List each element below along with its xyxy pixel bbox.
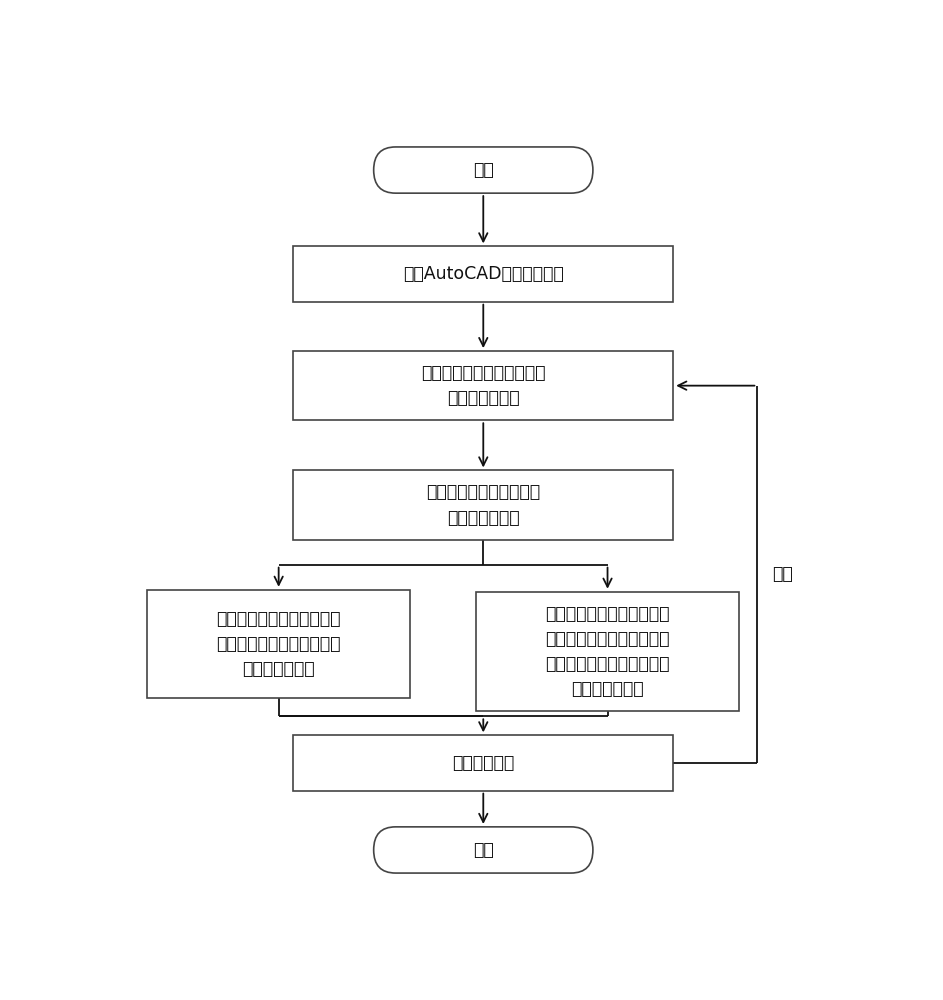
Text: 开始: 开始	[472, 161, 494, 179]
Text: 绘制明细表表头直线，填充
表头内文本内容: 绘制明细表表头直线，填充 表头内文本内容	[421, 364, 546, 407]
Text: 获取明细表表格右下角插入
点坐标，切换表格至标题栏
左侧，绘制表格线条并填充
表格内文字内容: 获取明细表表格右下角插入 点坐标，切换表格至标题栏 左侧，绘制表格线条并填充 表…	[545, 605, 670, 698]
Text: 获取明细表表格左下角插入
点坐标，绘制表格线条，填
充表格文字内容: 获取明细表表格左下角插入 点坐标，绘制表格线条，填 充表格文字内容	[216, 610, 341, 678]
Bar	[476, 592, 739, 711]
Text: 退出: 退出	[472, 841, 494, 859]
Text: 重复: 重复	[772, 565, 793, 583]
Bar	[293, 351, 673, 420]
Bar	[147, 590, 410, 698]
FancyBboxPatch shape	[373, 147, 593, 193]
Bar	[293, 246, 673, 302]
FancyBboxPatch shape	[373, 827, 593, 873]
Text: 输入明细表中各零件的序
号、数量等信息: 输入明细表中各零件的序 号、数量等信息	[426, 484, 540, 526]
Bar	[293, 470, 673, 540]
Bar	[293, 735, 673, 791]
Text: 启动AutoCAD，进入主界面: 启动AutoCAD，进入主界面	[403, 265, 564, 283]
Text: 存储到数据库: 存储到数据库	[452, 754, 515, 772]
